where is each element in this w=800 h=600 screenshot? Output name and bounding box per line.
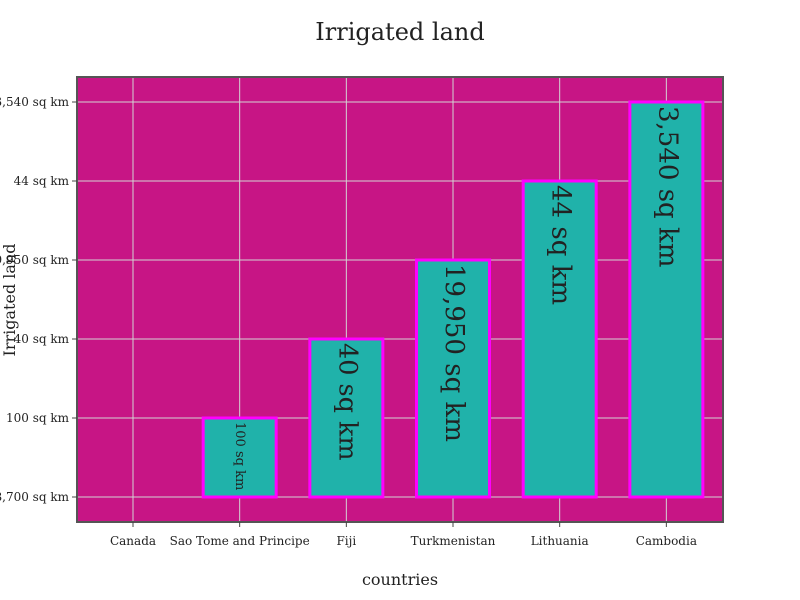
- bar: [415, 258, 492, 499]
- y-tick-label: 3,540 sq km: [0, 95, 70, 109]
- bar: [201, 416, 278, 499]
- bar: [308, 337, 385, 499]
- y-tick-label: 19,950 sq km: [0, 253, 70, 267]
- x-axis-ticks: Canada Sao Tome and Principe Fiji Turkmenis…: [110, 522, 697, 548]
- x-tick-label: Cambodia: [636, 534, 697, 548]
- bars: 100 sq km 40 sq km 19,950 sq km 44 sq km 3,5…: [201, 100, 705, 499]
- bar: [521, 179, 598, 499]
- plot-frame: [76, 76, 724, 523]
- x-tick-label: Fiji: [336, 534, 356, 548]
- bar-data-label: 3,540 sq km: [652, 106, 682, 267]
- x-tick-label: Lithuania: [531, 534, 589, 548]
- x-tick-label: Canada: [110, 534, 156, 548]
- y-tick-label: 44 sq km: [14, 174, 70, 188]
- x-tick-label: Turkmenistan: [411, 534, 496, 548]
- bar-data-label: 19,950 sq km: [439, 264, 469, 442]
- y-tick-label: 8,700 sq km: [0, 490, 70, 504]
- plot-area: [77, 77, 723, 522]
- y-axis-ticks: 8,700 sq km 100 sq km 40 sq km 19,950 sq km…: [0, 95, 77, 504]
- x-axis-title: countries: [362, 570, 438, 589]
- bar-data-label: 100 sq km: [232, 422, 247, 490]
- y-axis-title: Irrigated land: [0, 244, 19, 357]
- bar-data-label: 44 sq km: [546, 185, 576, 305]
- y-tick-label: 40 sq km: [14, 332, 70, 346]
- bar: [628, 100, 705, 499]
- bar-data-label: 40 sq km: [332, 343, 362, 461]
- chart-title: Irrigated land: [315, 18, 484, 46]
- x-tick-label: Sao Tome and Principe: [170, 534, 310, 548]
- y-tick-label: 100 sq km: [6, 411, 70, 425]
